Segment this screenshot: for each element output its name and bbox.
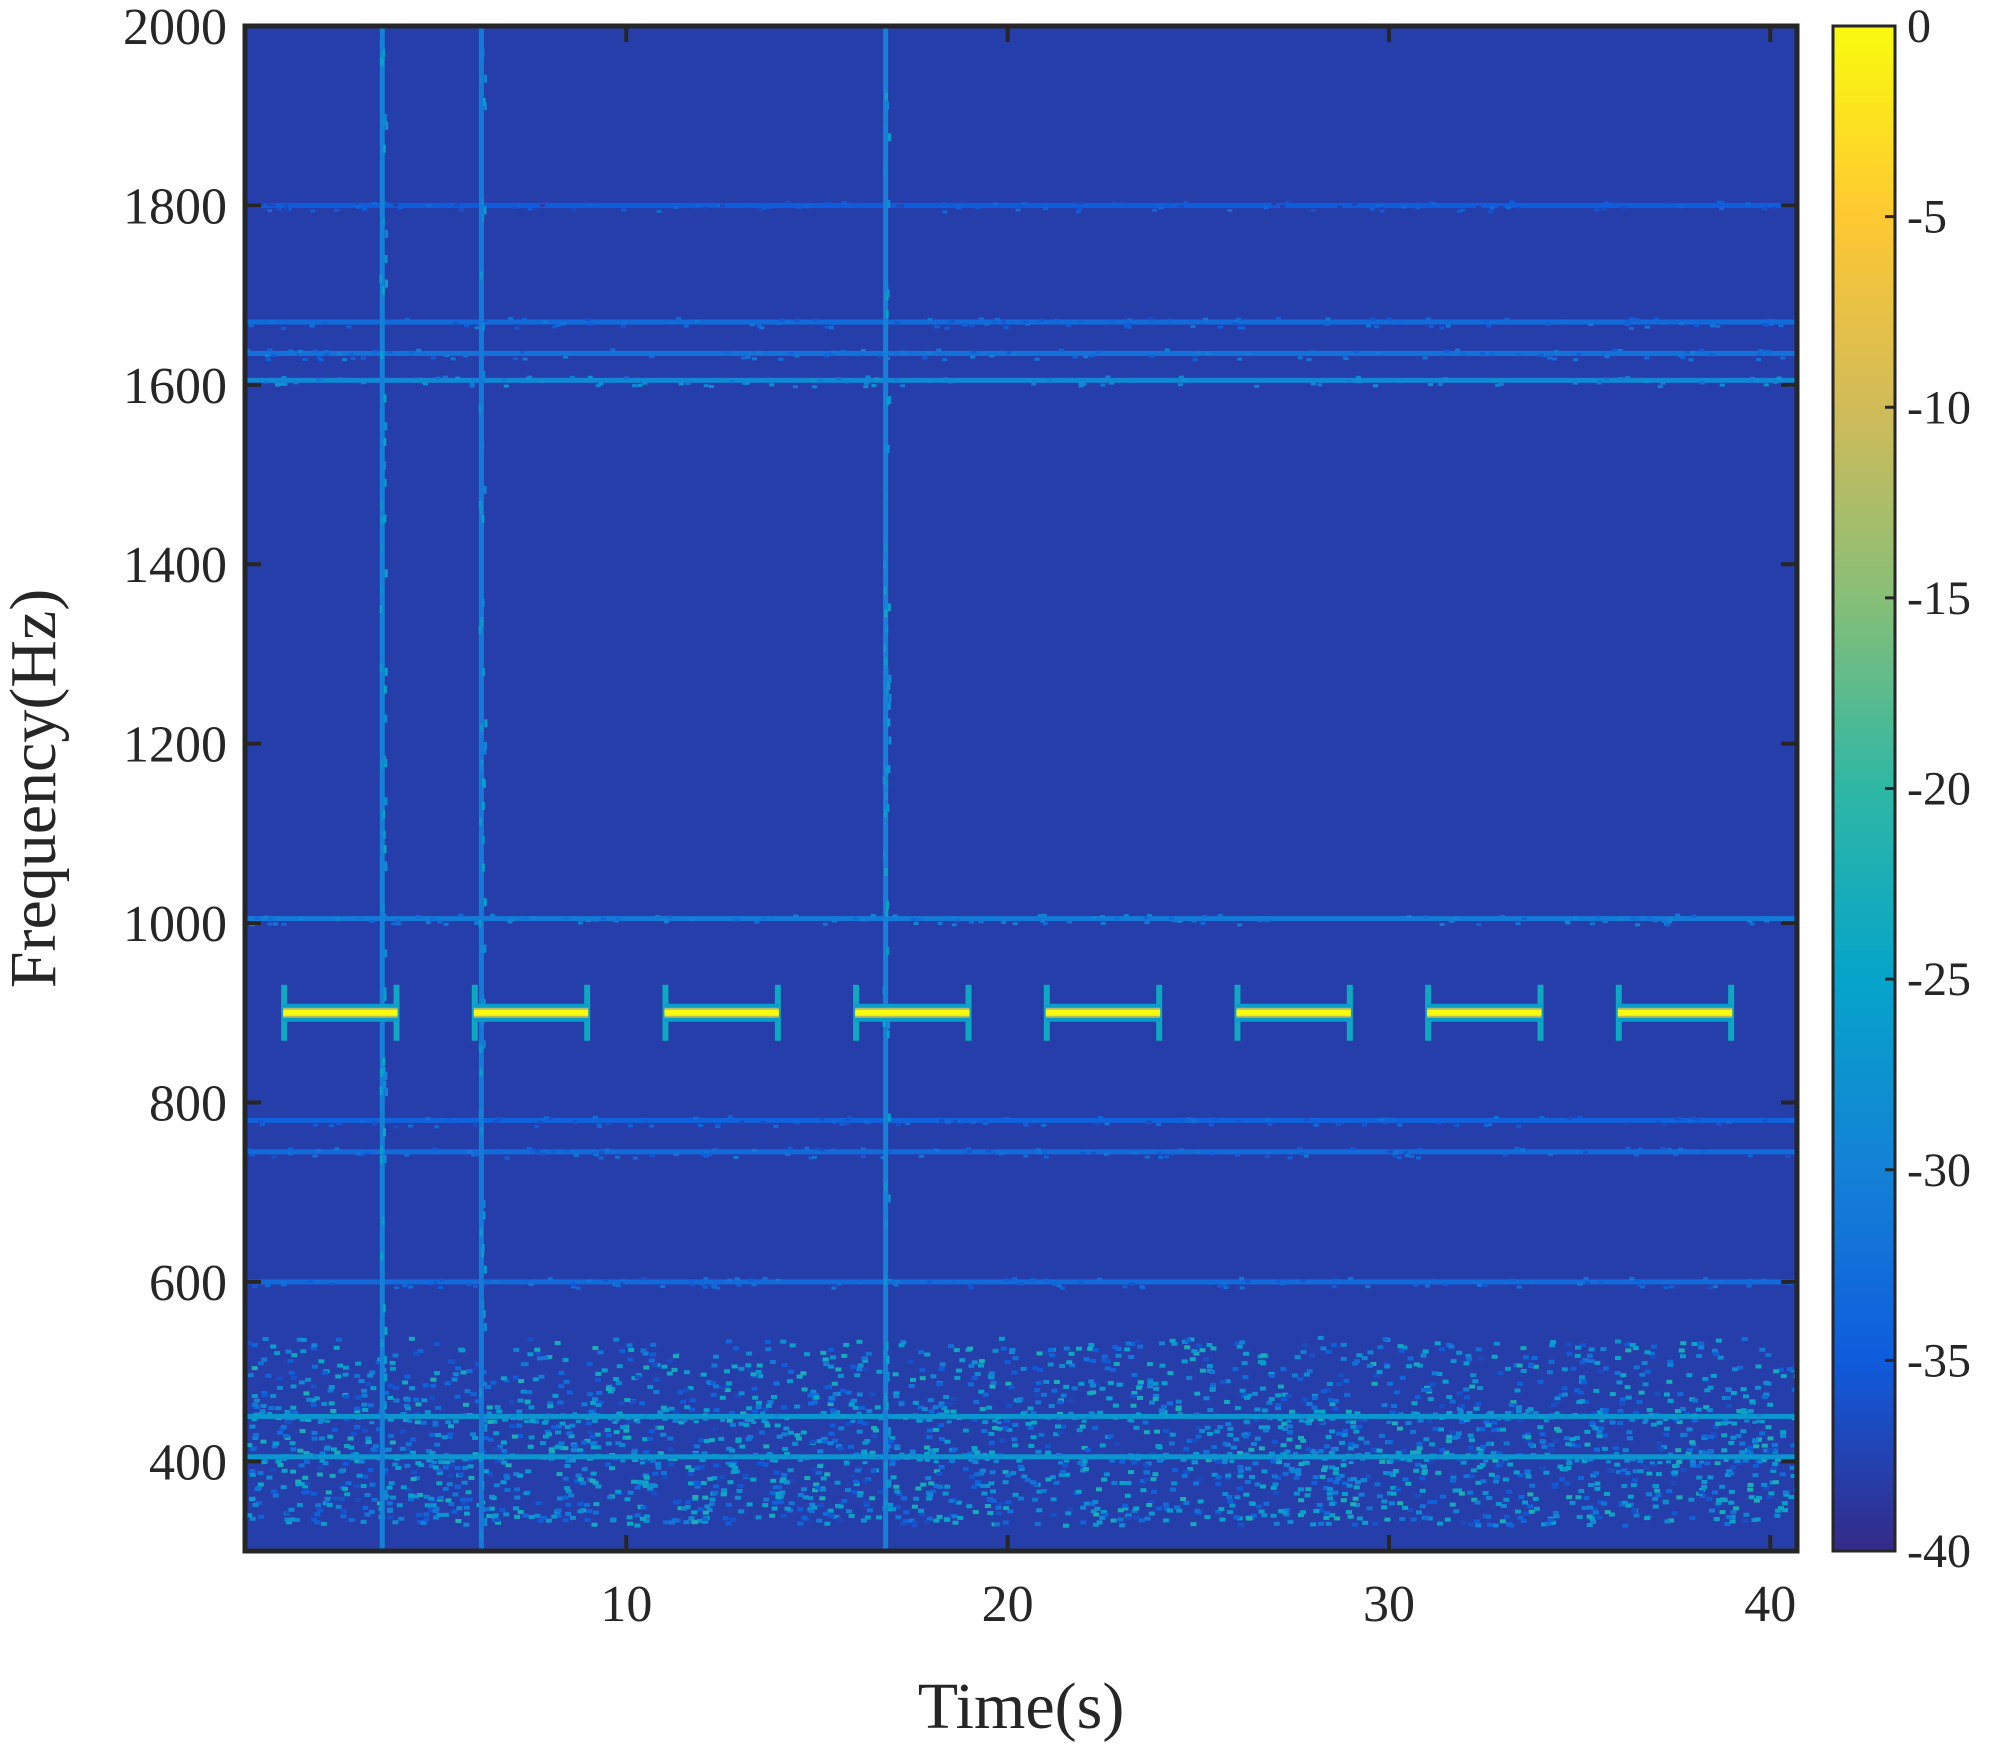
vertical-transient [478, 26, 488, 1551]
colorbar-tick-label: -10 [1907, 381, 1971, 434]
colorbar-tick-label: -15 [1907, 572, 1971, 625]
harmonic-line [245, 1451, 1797, 1465]
plot-frame [242, 23, 1800, 1554]
colorbar: 0 -5 -10 -15 -20 -25 -30 -35 -40 [1831, 0, 1971, 1578]
tone-burst [853, 984, 972, 1041]
x-tick-label: 20 [982, 1576, 1034, 1633]
x-tick-label: 40 [1744, 1576, 1796, 1633]
colorbar-tick-label: -5 [1907, 191, 1947, 244]
y-tick-label: 600 [149, 1255, 227, 1312]
colorbar-tick-label: -30 [1907, 1144, 1971, 1197]
y-tick-label: 1400 [123, 537, 227, 594]
colorbar-tick-label: -40 [1907, 1525, 1971, 1578]
y-axis-title: Frequency(Hz) [0, 589, 70, 988]
spectrogram-background [245, 26, 1797, 1551]
y-tick-label: 400 [149, 1434, 227, 1491]
y-tick-label: 1600 [123, 358, 227, 415]
colorbar-gradient [1833, 26, 1895, 1551]
colorbar-tick-label: 0 [1907, 0, 1931, 53]
y-tick-label: 1800 [123, 178, 227, 235]
tone-burst [471, 984, 591, 1041]
noise-band [246, 1335, 1797, 1528]
y-tick-label: 800 [149, 1075, 227, 1132]
harmonic-line [245, 1115, 1797, 1129]
tone-burst [1234, 984, 1353, 1041]
x-tick-label: 10 [600, 1576, 652, 1633]
harmonic-line [245, 200, 1797, 214]
harmonic-line [245, 1411, 1797, 1425]
colorbar-tick-label: -20 [1907, 763, 1971, 816]
y-tick-label: 1000 [123, 896, 227, 953]
harmonic-line [245, 348, 1797, 362]
tone-burst [662, 984, 781, 1041]
tone-burst [1615, 984, 1735, 1041]
y-tick-label: 2000 [123, 0, 227, 56]
tone-burst [1043, 984, 1163, 1041]
vertical-transient [379, 26, 389, 1551]
colorbar-tick-label: -35 [1907, 1334, 1971, 1387]
harmonic-line [245, 317, 1797, 330]
vertical-transient [882, 26, 892, 1551]
colorbar-tick-label: -25 [1907, 953, 1971, 1006]
harmonic-line [245, 913, 1797, 927]
spectrogram-plot-area [245, 26, 1797, 1551]
harmonic-line [245, 1146, 1797, 1160]
y-tick-label: 1200 [123, 717, 227, 774]
x-axis-title: Time(s) [918, 1670, 1125, 1743]
x-tick-label: 30 [1363, 1576, 1415, 1633]
harmonic-line [245, 1276, 1797, 1290]
tone-burst [281, 984, 400, 1041]
tone-burst [1425, 984, 1544, 1041]
axes: 10 20 30 40 400 600 800 1000 1200 1400 1600 1800 200… [123, 0, 1797, 1633]
harmonic-line [245, 375, 1797, 389]
